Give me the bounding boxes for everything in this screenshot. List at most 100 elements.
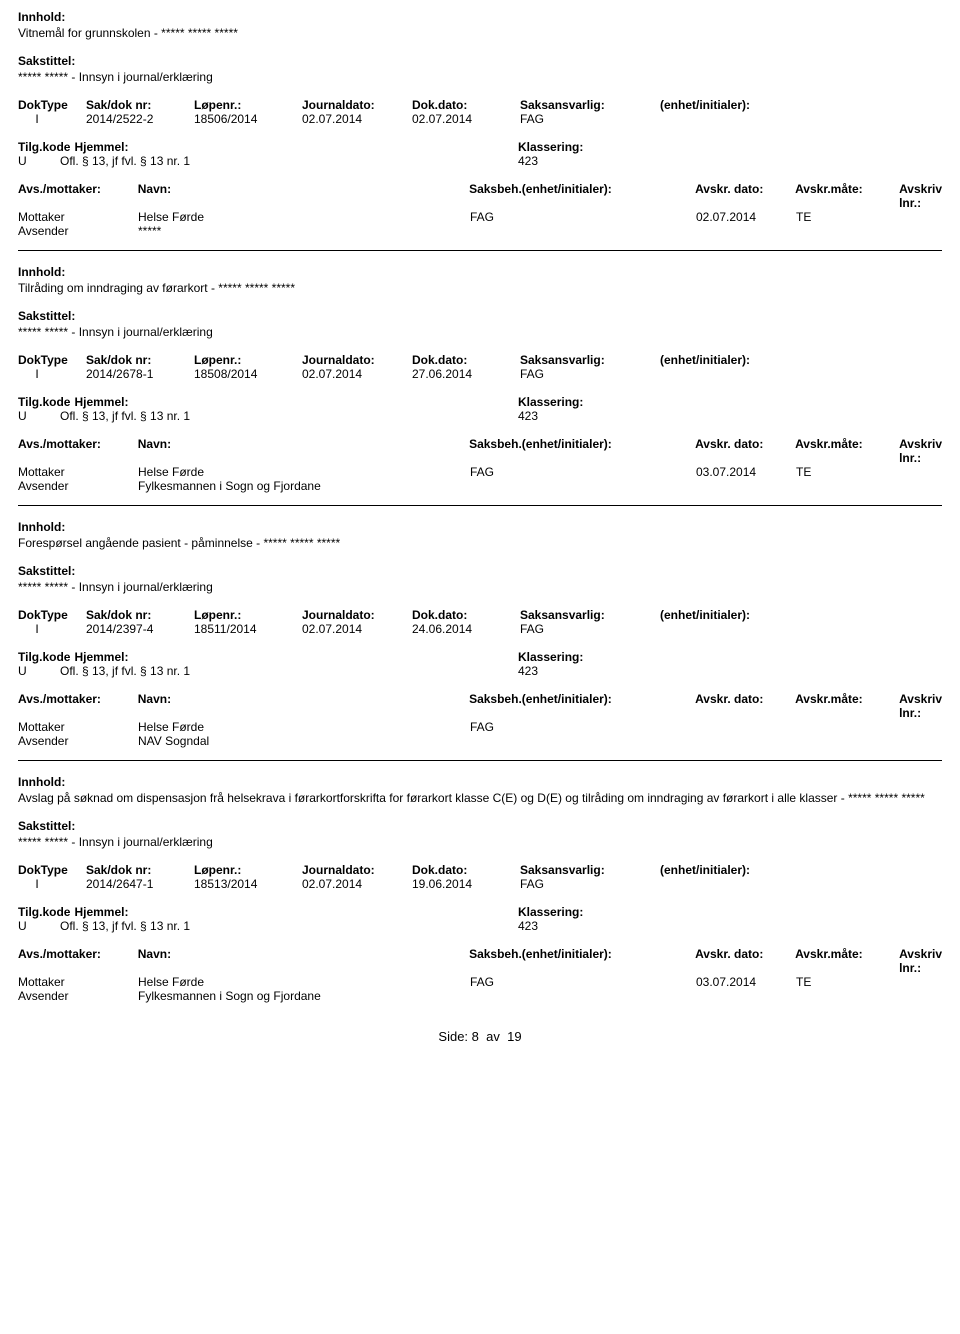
- entry-divider: [18, 760, 942, 761]
- hdr-avskrivlnr: Avskriv lnr.:: [899, 437, 942, 465]
- val-lopenr: 18508/2014: [194, 367, 302, 381]
- val-journaldato: 02.07.2014: [302, 622, 412, 636]
- val-sakdok: 2014/2647-1: [86, 877, 194, 891]
- val-enhet: [660, 622, 942, 636]
- hdr-doktype: DokType: [18, 353, 86, 367]
- sakstittel-label: Sakstittel:: [18, 564, 942, 578]
- hdr-sakdok: Sak/dok nr:: [86, 98, 194, 112]
- tilg-header-row: Tilg.kode Hjemmel: Klassering:: [18, 395, 942, 409]
- tilg-header-row: Tilg.kode Hjemmel: Klassering:: [18, 140, 942, 154]
- mottaker-row: Mottaker Helse Førde FAG 03.07.2014 TE: [18, 975, 942, 989]
- val-doktype: I: [18, 622, 86, 636]
- avsender-role-label: Avsender: [18, 989, 138, 1003]
- hdr-navn: Navn:: [138, 437, 469, 451]
- hdr-avskrivlnr: Avskriv lnr.:: [899, 182, 942, 210]
- mottaker-fag: FAG: [470, 720, 696, 734]
- sakstittel-value: ***** ***** - Innsyn i journal/erklæring: [18, 835, 942, 849]
- val-tilgkode: U: [18, 154, 60, 168]
- val-saksansvarlig: FAG: [520, 112, 660, 126]
- hdr-klassering: Klassering:: [518, 140, 583, 154]
- mottaker-avskr-dato: 03.07.2014: [696, 465, 796, 479]
- hdr-tilgkode: Tilg.kode: [18, 905, 70, 919]
- val-lopenr: 18513/2014: [194, 877, 302, 891]
- mottaker-avskr-mate: TE: [796, 465, 900, 479]
- val-hjemmel: Ofl. § 13, jf fvl. § 13 nr. 1: [60, 409, 190, 423]
- mottaker-avskr-dato: 03.07.2014: [696, 975, 796, 989]
- mottaker-name: Helse Førde: [138, 975, 470, 989]
- mottaker-avskr-dato: [696, 720, 796, 734]
- sakstittel-value: ***** ***** - Innsyn i journal/erklæring: [18, 580, 942, 594]
- val-dokdato: 24.06.2014: [412, 622, 520, 636]
- hdr-journaldato: Journaldato:: [302, 353, 412, 367]
- avsender-row: Avsender *****: [18, 224, 942, 238]
- hdr-enhet: (enhet/initialer):: [660, 98, 942, 112]
- val-tilgkode: U: [18, 409, 60, 423]
- hdr-avskrdato: Avskr. dato:: [695, 182, 795, 210]
- val-dokdato: 27.06.2014: [412, 367, 520, 381]
- mottaker-avskr-mate: TE: [796, 975, 900, 989]
- val-tilgkode: U: [18, 664, 60, 678]
- hdr-avsmottaker: Avs./mottaker:: [18, 437, 138, 451]
- val-lopenr: 18506/2014: [194, 112, 302, 126]
- meta-header-row: DokType Sak/dok nr: Løpenr.: Journaldato…: [18, 863, 942, 877]
- hdr-klassering: Klassering:: [518, 650, 583, 664]
- mottaker-avskr-mate: TE: [796, 210, 900, 224]
- hdr-sakdok: Sak/dok nr:: [86, 863, 194, 877]
- innhold-label: Innhold:: [18, 265, 942, 279]
- hdr-avsmottaker: Avs./mottaker:: [18, 947, 138, 961]
- page-footer: Side: 8 av 19: [18, 1029, 942, 1044]
- mottaker-avskr-mate: [796, 720, 900, 734]
- sakstittel-label: Sakstittel:: [18, 309, 942, 323]
- hdr-journaldato: Journaldato:: [302, 863, 412, 877]
- footer-page: 8: [472, 1029, 479, 1044]
- hdr-avskrmate: Avskr.måte:: [795, 692, 899, 720]
- mottaker-row: Mottaker Helse Førde FAG 02.07.2014 TE: [18, 210, 942, 224]
- val-enhet: [660, 367, 942, 381]
- hdr-hjemmel: Hjemmel:: [74, 905, 128, 919]
- mottaker-fag: FAG: [470, 465, 696, 479]
- hdr-navn: Navn:: [138, 947, 469, 961]
- entry-divider: [18, 505, 942, 506]
- hdr-journaldato: Journaldato:: [302, 608, 412, 622]
- avsender-role-label: Avsender: [18, 479, 138, 493]
- hdr-avskrmate: Avskr.måte:: [795, 947, 899, 975]
- tilg-data-row: U Ofl. § 13, jf fvl. § 13 nr. 1 423: [18, 154, 942, 168]
- val-sakdok: 2014/2522-2: [86, 112, 194, 126]
- val-tilgkode: U: [18, 919, 60, 933]
- hdr-klassering: Klassering:: [518, 905, 583, 919]
- val-klassering: 423: [518, 409, 538, 423]
- hdr-dokdato: Dok.dato:: [412, 863, 520, 877]
- hdr-saksansvarlig: Saksansvarlig:: [520, 98, 660, 112]
- hdr-lopenr: Løpenr.:: [194, 863, 302, 877]
- hdr-avskrmate: Avskr.måte:: [795, 182, 899, 210]
- val-journaldato: 02.07.2014: [302, 112, 412, 126]
- avsender-role-label: Avsender: [18, 734, 138, 748]
- meta-data-row: I 2014/2647-1 18513/2014 02.07.2014 19.0…: [18, 877, 942, 891]
- val-hjemmel: Ofl. § 13, jf fvl. § 13 nr. 1: [60, 664, 190, 678]
- sakstittel-label: Sakstittel:: [18, 819, 942, 833]
- sakstittel-label: Sakstittel:: [18, 54, 942, 68]
- hdr-saksbeh: Saksbeh.(enhet/initialer):: [469, 692, 695, 720]
- hdr-sakdok: Sak/dok nr:: [86, 608, 194, 622]
- avsender-row: Avsender Fylkesmannen i Sogn og Fjordane: [18, 479, 942, 493]
- mottaker-name: Helse Førde: [138, 720, 470, 734]
- journal-entry: Innhold: Tilråding om inndraging av føra…: [18, 265, 942, 493]
- val-sakdok: 2014/2397-4: [86, 622, 194, 636]
- val-saksansvarlig: FAG: [520, 877, 660, 891]
- val-doktype: I: [18, 367, 86, 381]
- hdr-avskrmate: Avskr.måte:: [795, 437, 899, 465]
- hdr-navn: Navn:: [138, 692, 469, 706]
- avsender-name: Fylkesmannen i Sogn og Fjordane: [138, 989, 470, 1003]
- val-doktype: I: [18, 877, 86, 891]
- journal-entry: Innhold: Forespørsel angående pasient - …: [18, 520, 942, 748]
- mottaker-role-label: Mottaker: [18, 210, 138, 224]
- avsender-row: Avsender Fylkesmannen i Sogn og Fjordane: [18, 989, 942, 1003]
- hdr-saksbeh: Saksbeh.(enhet/initialer):: [469, 182, 695, 210]
- val-sakdok: 2014/2678-1: [86, 367, 194, 381]
- sakstittel-value: ***** ***** - Innsyn i journal/erklæring: [18, 325, 942, 339]
- val-enhet: [660, 112, 942, 126]
- mottaker-name: Helse Førde: [138, 210, 470, 224]
- hdr-saksansvarlig: Saksansvarlig:: [520, 353, 660, 367]
- val-hjemmel: Ofl. § 13, jf fvl. § 13 nr. 1: [60, 154, 190, 168]
- val-hjemmel: Ofl. § 13, jf fvl. § 13 nr. 1: [60, 919, 190, 933]
